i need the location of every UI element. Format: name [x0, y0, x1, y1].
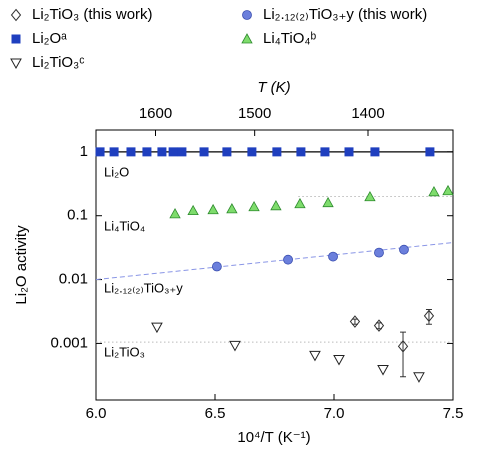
legend-marker [242, 10, 252, 20]
x2-tick-label: 1400 [351, 105, 384, 122]
point [222, 147, 232, 157]
legend-label: Li₄TiO₄ᵇ [263, 30, 317, 47]
annotation: Li₄TiO₄ [104, 218, 145, 233]
point [294, 197, 306, 209]
point [425, 147, 435, 157]
legend-marker [11, 34, 21, 44]
point [229, 340, 241, 352]
legend-label: Li₂.₁₂₍₂₎TiO₃₊y (this work) [263, 6, 427, 23]
annotation: Li₂.₁₂₍₂₎TiO₃₊y [104, 280, 183, 295]
point [168, 147, 178, 157]
x-tick-label: 7.0 [324, 405, 345, 422]
x-tick-label: 6.5 [205, 405, 226, 422]
point [95, 147, 105, 157]
point [442, 184, 454, 196]
y-tick-label: 1 [80, 143, 88, 160]
point [296, 147, 306, 157]
point [373, 319, 385, 332]
point [423, 309, 435, 323]
point [199, 147, 209, 157]
point [126, 147, 136, 157]
point [349, 315, 361, 328]
fit-line [95, 242, 454, 281]
point [157, 147, 167, 157]
x-tick-label: 6.0 [86, 405, 107, 422]
point [322, 196, 334, 208]
legend-marker [10, 58, 22, 70]
point [248, 200, 260, 212]
error-bar [351, 318, 358, 325]
point [169, 208, 181, 219]
point [320, 147, 330, 157]
x-axis-label: 10⁴/T (K⁻¹) [237, 429, 310, 446]
point [109, 147, 119, 157]
point [344, 147, 354, 157]
point [177, 147, 187, 157]
point [283, 254, 293, 265]
y-axis-label: Li₂O activity [13, 225, 30, 305]
point [151, 322, 163, 334]
point [377, 365, 389, 376]
point [247, 147, 257, 157]
plot-frame [95, 129, 454, 401]
error-bar [400, 331, 407, 378]
y-tick-label: 0.1 [67, 207, 88, 224]
point [370, 147, 380, 157]
x2-tick-label: 1600 [139, 105, 172, 122]
x2-axis-label: T (K) [257, 79, 290, 96]
y-tick-label: 0.001 [50, 334, 88, 351]
legend-label: Li₂TiO₃ᶜ [32, 54, 85, 71]
point [413, 372, 425, 383]
legend-label: Li₂TiO₃ (this work) [32, 6, 153, 23]
point [309, 350, 321, 362]
point [226, 203, 238, 214]
x-tick-label: 7.5 [443, 405, 464, 422]
point [270, 199, 282, 211]
point [364, 190, 376, 202]
point [333, 355, 345, 366]
point [207, 203, 219, 215]
point [399, 244, 409, 255]
annotation: Li₂O [104, 164, 129, 179]
legend-label: Li₂Oᵃ [32, 30, 67, 47]
x2-tick-label: 1500 [238, 105, 271, 122]
point [142, 147, 152, 157]
legend-marker [241, 33, 253, 44]
point [397, 340, 409, 353]
legend-marker [10, 8, 22, 22]
point [428, 185, 440, 197]
y-tick-label: 0.01 [59, 271, 88, 288]
point [272, 147, 282, 157]
point [374, 247, 384, 258]
point [328, 251, 338, 262]
annotation: Li₂TiO₃ [104, 344, 145, 359]
point [212, 261, 222, 272]
point [187, 204, 199, 216]
